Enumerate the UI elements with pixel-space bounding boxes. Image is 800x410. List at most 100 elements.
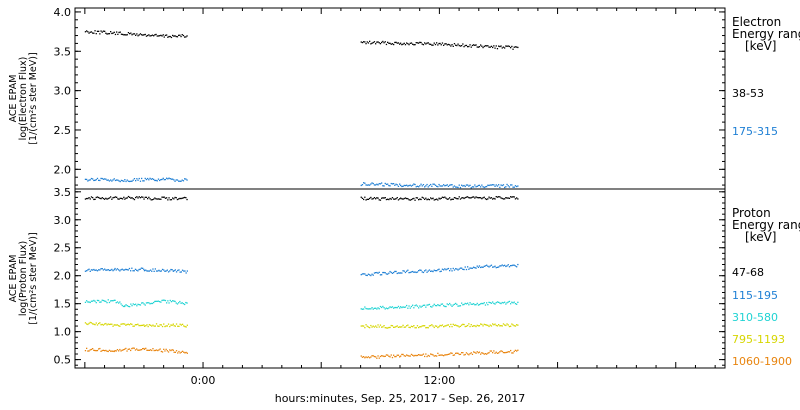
data-point <box>400 326 402 328</box>
data-point <box>508 197 511 199</box>
data-point <box>112 350 114 352</box>
data-point <box>439 324 441 327</box>
data-point <box>496 196 499 198</box>
data-point <box>453 354 456 356</box>
data-point <box>186 302 188 304</box>
data-point <box>462 304 464 306</box>
data-point <box>511 323 513 325</box>
data-point <box>361 273 364 275</box>
data-point <box>360 184 362 187</box>
data-point <box>437 304 439 306</box>
data-point <box>122 198 124 200</box>
data-point <box>397 42 400 44</box>
data-point <box>469 267 471 269</box>
data-point <box>361 184 364 186</box>
data-point <box>185 36 187 38</box>
data-point <box>88 350 90 352</box>
data-point <box>114 179 117 182</box>
data-point <box>431 44 433 46</box>
data-point <box>98 322 100 325</box>
data-point <box>391 197 394 199</box>
data-point <box>148 349 150 351</box>
data-point <box>84 301 87 303</box>
y-tick-label: 2.0 <box>54 163 72 176</box>
data-point <box>420 354 422 356</box>
data-point <box>128 348 131 350</box>
data-point <box>89 349 91 351</box>
data-point <box>482 303 484 305</box>
y-tick-label: 1.5 <box>54 298 72 311</box>
data-point <box>410 353 413 356</box>
data-point <box>114 196 117 198</box>
data-point <box>370 308 372 310</box>
data-point <box>94 324 96 326</box>
data-point <box>164 325 166 328</box>
data-point <box>488 266 490 268</box>
data-point <box>164 34 167 36</box>
data-point <box>410 42 413 44</box>
data-point <box>377 197 379 199</box>
data-point <box>138 34 140 36</box>
data-point <box>484 186 487 188</box>
data-point <box>399 326 401 328</box>
data-point <box>133 33 136 35</box>
data-point <box>478 351 481 353</box>
data-point <box>382 185 384 187</box>
data-point <box>467 196 469 198</box>
data-point <box>512 48 514 50</box>
data-point <box>393 271 395 274</box>
data-point <box>501 325 503 327</box>
data-point <box>467 302 469 304</box>
data-point <box>116 196 118 198</box>
data-point <box>458 305 460 307</box>
data-point <box>483 265 485 267</box>
data-point <box>424 270 426 272</box>
data-point <box>461 267 463 269</box>
data-point <box>419 185 421 187</box>
data-point <box>178 198 180 200</box>
data-point <box>372 308 374 310</box>
data-point <box>131 347 133 350</box>
data-point <box>467 266 469 268</box>
data-point <box>182 303 185 305</box>
data-point <box>376 271 378 274</box>
data-point <box>92 197 94 199</box>
data-point <box>415 304 417 306</box>
data-point <box>506 265 508 267</box>
data-point <box>445 269 447 271</box>
data-point <box>86 300 88 302</box>
data-point <box>500 184 502 186</box>
data-point <box>170 199 173 201</box>
data-point <box>120 33 123 35</box>
data-point <box>160 198 162 200</box>
data-point <box>93 268 95 271</box>
data-point <box>414 354 416 357</box>
data-point <box>400 306 402 308</box>
data-point <box>483 196 485 198</box>
data-point <box>482 352 484 354</box>
data-point <box>381 306 383 309</box>
data-point <box>180 197 182 200</box>
data-point <box>172 300 174 302</box>
data-point <box>388 272 390 274</box>
data-point <box>416 271 419 273</box>
data-point <box>370 43 372 45</box>
data-point <box>426 183 428 186</box>
data-point <box>487 45 489 47</box>
data-point <box>378 199 380 201</box>
data-point <box>510 325 512 327</box>
data-point <box>184 196 186 199</box>
data-point <box>361 308 364 310</box>
data-point <box>517 46 519 49</box>
data-point <box>468 45 470 48</box>
data-point <box>107 269 109 271</box>
data-point <box>155 179 157 182</box>
data-point <box>130 323 132 325</box>
data-point <box>151 199 154 201</box>
data-point <box>126 305 128 307</box>
data-point <box>421 354 423 356</box>
data-point <box>87 323 89 326</box>
data-point <box>107 179 109 181</box>
data-point <box>487 265 489 267</box>
data-point <box>363 182 365 184</box>
